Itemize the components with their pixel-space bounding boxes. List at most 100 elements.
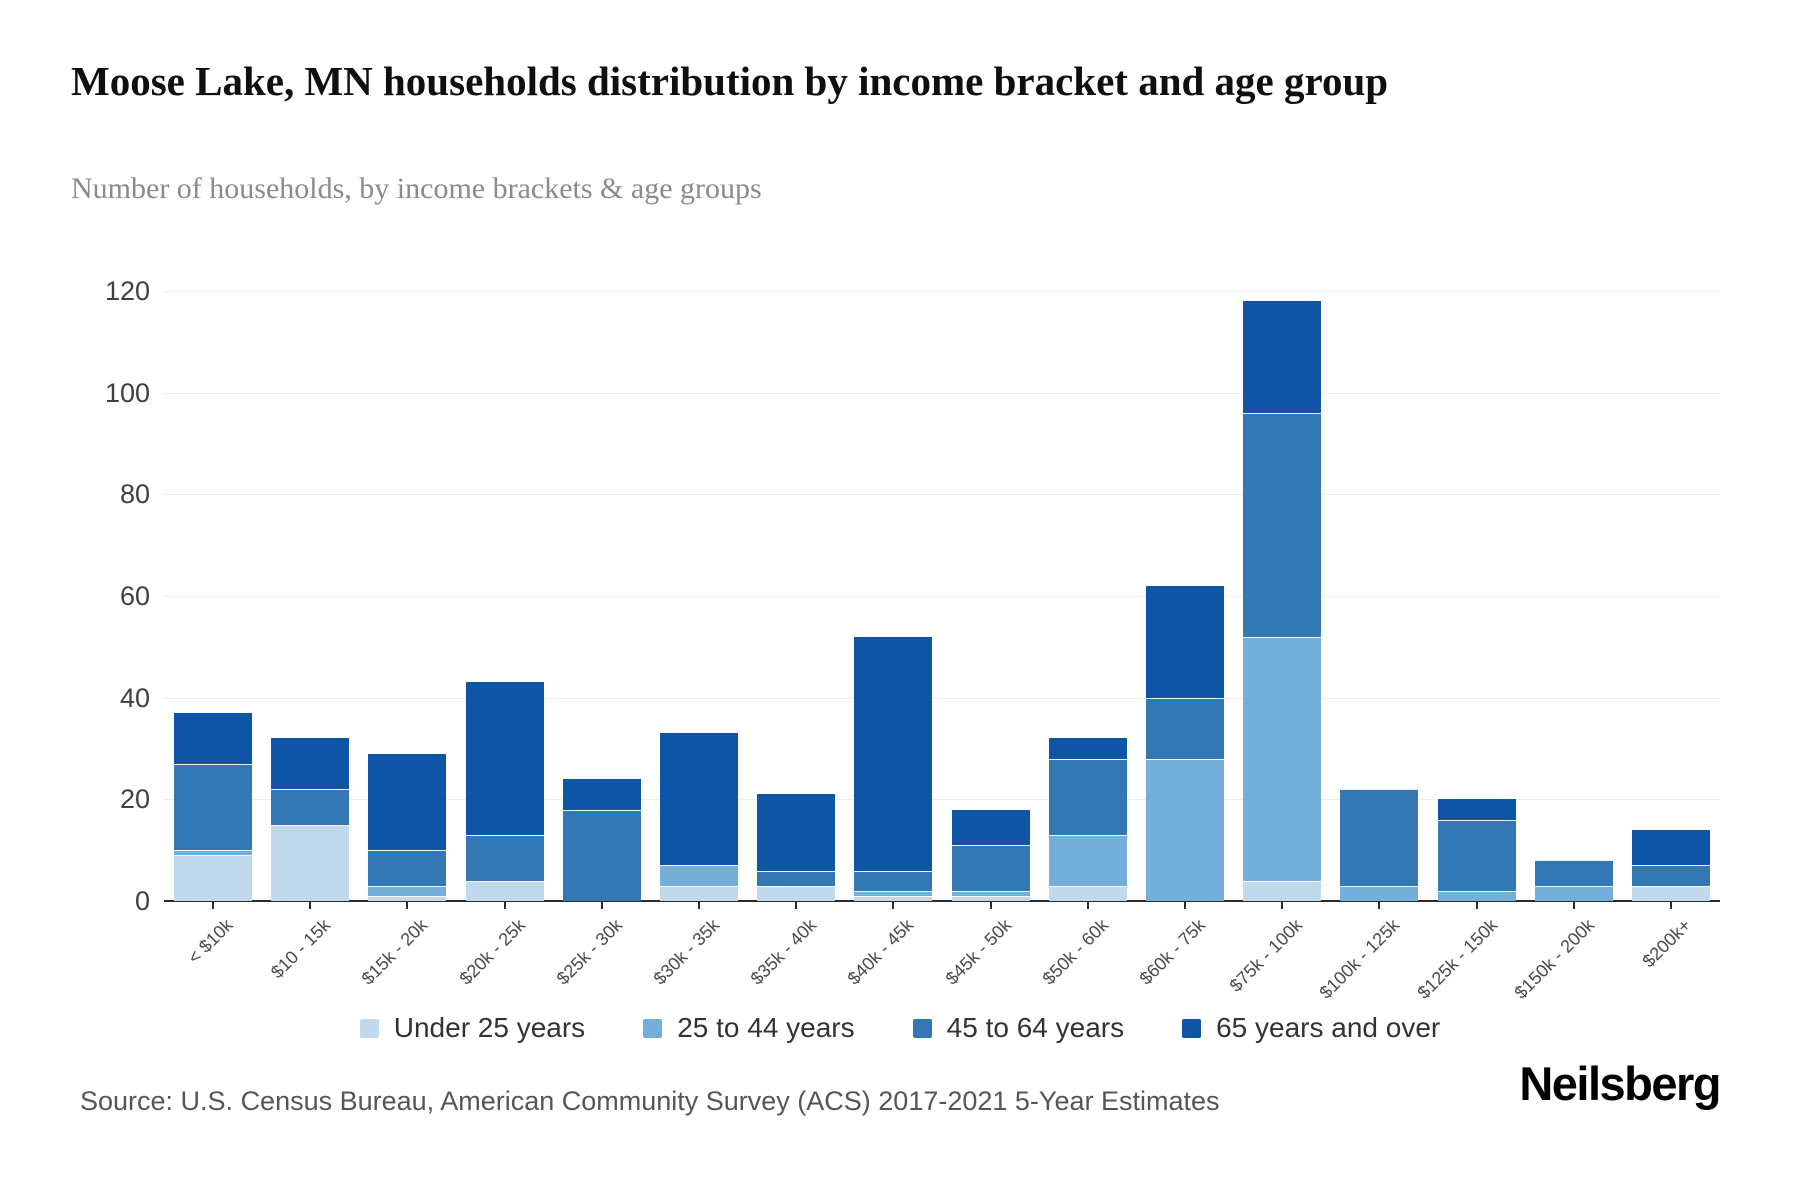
gridline-120 (164, 291, 1720, 292)
bar-$40k - 45k (854, 636, 933, 901)
x-axis-tick (989, 901, 992, 909)
bar-segment-65 years and over[interactable] (1437, 799, 1516, 820)
bar-segment-65 years and over[interactable] (368, 753, 447, 851)
x-axis-label: $15k - 20k (357, 915, 432, 989)
x-axis-tick (1086, 901, 1089, 909)
gridline-40 (164, 697, 1720, 699)
bar-segment-Under 25 years[interactable] (951, 895, 1030, 901)
bar-segment-65 years and over[interactable] (562, 779, 641, 810)
bar-segment-25 to 44 years[interactable] (368, 885, 447, 896)
bar-segment-Under 25 years[interactable] (1048, 885, 1127, 901)
x-axis-tick (212, 901, 214, 909)
bar-segment-Under 25 years[interactable] (465, 880, 544, 901)
x-axis-tick (1572, 901, 1575, 909)
bar-segment-Under 25 years[interactable] (1243, 880, 1322, 901)
bar-$45k - 50k (951, 809, 1030, 901)
bar-$10 - 15k (271, 738, 350, 901)
bar-segment-45 to 64 years[interactable] (1243, 413, 1322, 637)
bar-segment-Under 25 years[interactable] (854, 895, 933, 901)
x-axis-tick (503, 901, 506, 909)
bar-$30k - 35k (660, 733, 738, 901)
x-axis-label: $60k - 75k (1135, 915, 1210, 989)
bar-segment-45 to 64 years[interactable] (174, 763, 252, 851)
bar-segment-45 to 64 years[interactable] (465, 834, 544, 881)
bar-segment-65 years and over[interactable] (1243, 301, 1322, 414)
bar-segment-25 to 44 years[interactable] (854, 890, 933, 896)
bar-segment-25 to 44 years[interactable] (1243, 636, 1322, 881)
y-axis-tick-label: 100 (104, 377, 150, 408)
bar-segment-45 to 64 years[interactable] (1534, 860, 1613, 886)
x-axis-tick (1184, 901, 1186, 909)
bar-segment-45 to 64 years[interactable] (1340, 789, 1419, 886)
bar-segment-65 years and over[interactable] (854, 636, 933, 871)
bar-segment-Under 25 years[interactable] (368, 895, 447, 901)
bar-segment-65 years and over[interactable] (1146, 585, 1224, 698)
x-axis-tick (795, 901, 798, 909)
legend-swatch (643, 1018, 663, 1038)
bar-segment-25 to 44 years[interactable] (1437, 890, 1516, 901)
legend-label: 65 years and over (1216, 1012, 1441, 1043)
x-axis-tick (309, 901, 312, 909)
legend-item-45 to 64 years[interactable]: 45 to 64 years (912, 1012, 1125, 1044)
x-axis-label: $45k - 50k (941, 915, 1015, 989)
bar-segment-45 to 64 years[interactable] (1146, 697, 1224, 759)
legend: Under 25 years 25 to 44 years 45 to 64 yea… (0, 1012, 1800, 1044)
bar-$35k - 40k (757, 794, 836, 901)
bar-segment-45 to 64 years[interactable] (562, 809, 641, 901)
bar-segment-45 to 64 years[interactable] (854, 870, 933, 891)
x-axis-line (164, 900, 1720, 902)
chart-title: Moose Lake, MN households distribution b… (71, 58, 1389, 104)
bar-segment-65 years and over[interactable] (174, 712, 252, 764)
bar-segment-25 to 44 years[interactable] (1146, 758, 1224, 901)
bar-segment-Under 25 years[interactable] (757, 885, 836, 901)
legend-item-Under 25 years[interactable]: Under 25 years (359, 1012, 585, 1044)
bar-$20k - 25k (465, 682, 544, 901)
bar-segment-65 years and over[interactable] (951, 809, 1030, 846)
bar-segment-65 years and over[interactable] (271, 738, 350, 790)
gridline-80 (164, 494, 1720, 496)
legend-item-65 years and over[interactable]: 65 years and over (1182, 1012, 1440, 1044)
legend-item-25 to 44 years[interactable]: 25 to 44 years (643, 1012, 855, 1044)
bar-segment-65 years and over[interactable] (1048, 738, 1127, 759)
bar-segment-45 to 64 years[interactable] (368, 850, 447, 886)
bar-segment-25 to 44 years[interactable] (1340, 885, 1419, 901)
bar-segment-25 to 44 years[interactable] (660, 865, 738, 886)
gridline-20 (164, 799, 1720, 801)
bar-segment-65 years and over[interactable] (1632, 829, 1710, 866)
bar-$75k - 100k (1243, 301, 1322, 901)
bar-< $10k (174, 712, 252, 901)
legend-label: 25 to 44 years (677, 1012, 855, 1043)
bar-segment-25 to 44 years[interactable] (174, 850, 252, 856)
bar-$125k - 150k (1437, 799, 1516, 901)
bar-segment-Under 25 years[interactable] (174, 855, 252, 901)
bar-segment-45 to 64 years[interactable] (1437, 819, 1516, 891)
bar-segment-65 years and over[interactable] (757, 794, 836, 871)
bar-segment-45 to 64 years[interactable] (757, 870, 836, 886)
x-axis-label: $150k - 200k (1510, 915, 1598, 1003)
x-axis-label: $125k - 150k (1413, 915, 1501, 1003)
x-axis-tick (1281, 901, 1284, 909)
bar-segment-45 to 64 years[interactable] (271, 789, 350, 825)
legend-label: 45 to 64 years (946, 1012, 1125, 1043)
bar-segment-Under 25 years[interactable] (660, 885, 738, 901)
neilsberg-logo: Neilsberg (1519, 1057, 1721, 1110)
bar-segment-Under 25 years[interactable] (271, 824, 350, 901)
bar-$150k - 200k (1534, 860, 1613, 901)
x-axis-tick (698, 901, 700, 909)
bar-segment-45 to 64 years[interactable] (1048, 758, 1127, 835)
x-axis-label: $30k - 35k (649, 915, 724, 989)
bar-segment-25 to 44 years[interactable] (1048, 834, 1127, 886)
bar-segment-45 to 64 years[interactable] (951, 845, 1030, 891)
bar-segment-45 to 64 years[interactable] (1632, 865, 1710, 886)
x-axis-tick (1670, 901, 1672, 909)
y-axis-tick-label: 40 (119, 682, 150, 713)
bar-segment-65 years and over[interactable] (465, 682, 544, 835)
bar-segment-25 to 44 years[interactable] (1534, 885, 1613, 901)
gridline-100 (164, 392, 1720, 394)
bar-segment-25 to 44 years[interactable] (951, 890, 1030, 896)
bar-$15k - 20k (368, 753, 447, 901)
bar-segment-Under 25 years[interactable] (1632, 885, 1710, 901)
bar-segment-65 years and over[interactable] (660, 733, 738, 866)
legend-swatch (1182, 1018, 1202, 1038)
